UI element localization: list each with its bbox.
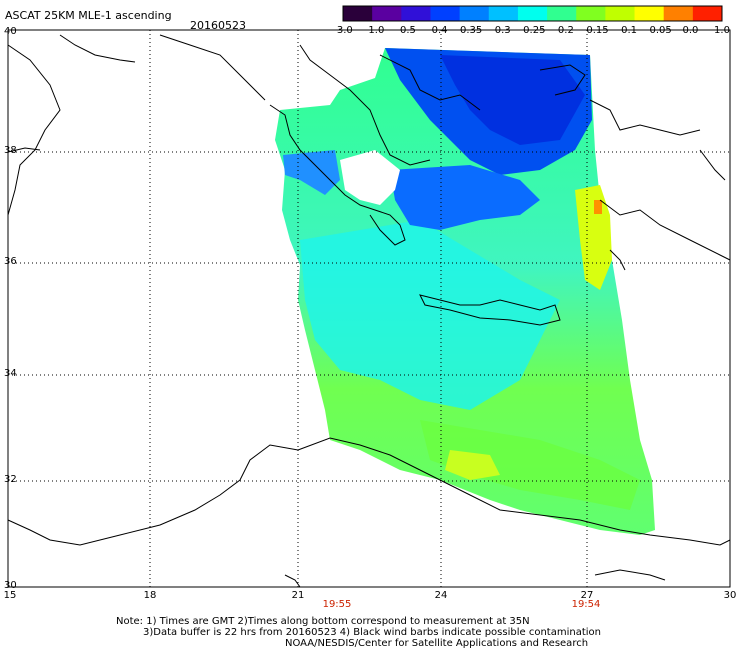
swath-yellow-south: [445, 450, 500, 480]
colorbar-tick-label: 1.0: [714, 25, 730, 36]
swath-blue-west: [283, 150, 340, 195]
swath-blue-mid: [390, 165, 540, 230]
colorbar-swatch: [488, 6, 519, 21]
colorbar-tick-label: -0.15: [582, 25, 609, 36]
colorbar-tick-label: -0.05: [645, 25, 672, 36]
note-line-1: Note: 1) Times are GMT 2)Times along bot…: [116, 616, 530, 627]
colorbar-tick-label: 0.0: [682, 25, 699, 36]
colorbar: [342, 5, 723, 22]
colorbar-tick-label: -0.35: [456, 25, 483, 36]
graticule: [8, 30, 730, 587]
colorbar-tick-label: -0.1: [617, 25, 638, 36]
note-line-2: 3)Data buffer is 22 hrs from 20160523 4)…: [143, 627, 601, 638]
colorbar-tick-label: -0.2: [554, 25, 574, 36]
colorbar-swatch: [343, 6, 373, 21]
colorbar-swatch: [663, 6, 694, 21]
colorbar-swatch: [401, 6, 431, 21]
map-title: ASCAT 25KM MLE-1 ascending: [5, 9, 172, 22]
colorbar-tick-label: -1.0: [364, 25, 385, 36]
colorbar-swatch: [547, 6, 577, 21]
colorbar-tick-label: -3.0: [333, 25, 353, 36]
colorbar-swatch: [576, 6, 606, 21]
colorbar-swatch: [605, 6, 636, 21]
lon-label-21: 21: [291, 590, 305, 601]
colorbar-swatch: [459, 6, 490, 21]
lon-label-27: 27: [580, 590, 594, 601]
colorbar-swatch: [430, 6, 461, 21]
colorbar-tick-label: -0.5: [396, 25, 416, 36]
swath-yellow-east: [575, 185, 612, 290]
lat-label-30: 30: [4, 580, 17, 591]
time-label-west: 19:55: [322, 599, 352, 610]
colorbar-tick-label: -0.3: [491, 25, 511, 36]
lon-label-15: 15: [3, 590, 17, 601]
swath-cyan-region: [300, 220, 560, 410]
land-mask-greece: [340, 150, 400, 205]
colorbar-swatch: [517, 6, 548, 21]
lat-label-40: 40: [4, 26, 17, 37]
map-date: 20160523: [190, 19, 246, 32]
lat-label-34: 34: [4, 368, 17, 379]
lat-label-38: 38: [4, 145, 17, 156]
swath-lightgreen-south: [420, 420, 640, 510]
colorbar-swatch: [634, 6, 665, 21]
coastlines: [7, 34, 731, 588]
plot-frame: [7, 29, 731, 588]
colorbar-tick-label: -0.25: [519, 25, 546, 36]
colorbar-frame: [342, 5, 723, 22]
colorbar-swatch: [692, 6, 723, 21]
lon-label-24: 24: [434, 590, 448, 601]
note-line-3: NOAA/NESDIS/Center for Satellite Applica…: [285, 638, 589, 649]
swath-orange-spot: [594, 200, 602, 214]
swath-darkblue-core: [440, 55, 585, 145]
lon-label-18: 18: [143, 590, 157, 601]
lat-label-36: 36: [4, 256, 17, 267]
time-label-east: 19:54: [571, 599, 601, 610]
colorbar-tick-label: -0.4: [427, 25, 448, 36]
lat-label-32: 32: [4, 474, 17, 485]
colorbar-swatch: [372, 6, 402, 21]
lon-label-30: 30: [723, 590, 737, 601]
